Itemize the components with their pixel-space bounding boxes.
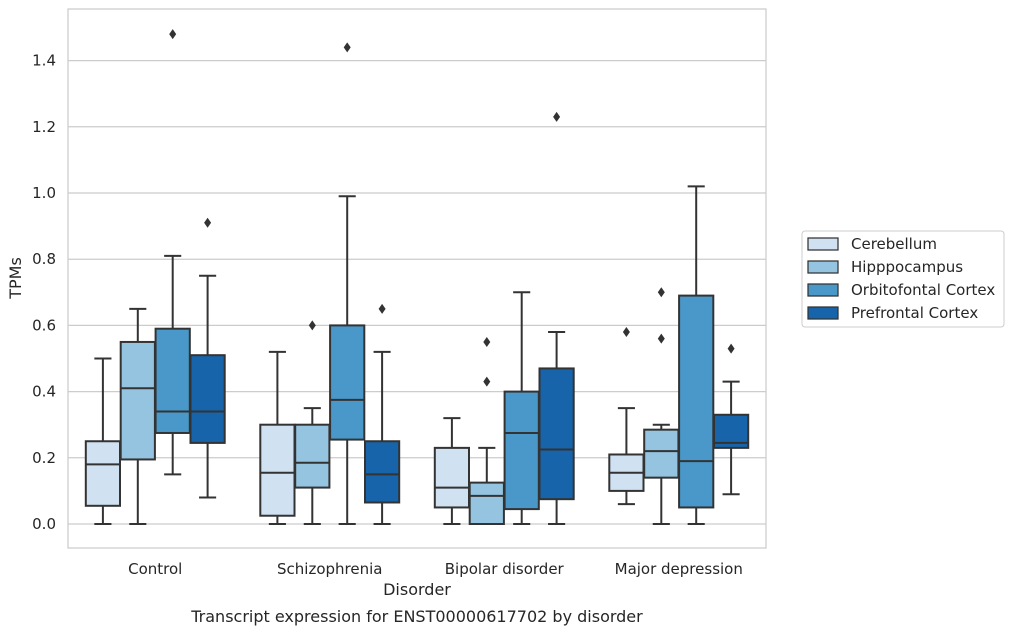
legend-swatch — [807, 260, 839, 274]
box-group — [503, 291, 540, 525]
box-body — [538, 367, 575, 501]
legend-items: Cerebellum Hipppocampus Orbitofontal Corte… — [807, 235, 995, 322]
box-group — [329, 42, 366, 525]
y-tick-label: 1.4 — [32, 52, 56, 70]
box-group — [538, 111, 575, 525]
box-group — [154, 29, 191, 476]
box-body — [678, 294, 715, 509]
box-body — [643, 428, 680, 479]
box-group — [294, 320, 331, 525]
y-tick-label: 1.0 — [32, 184, 56, 202]
x-tick-label: Bipolar disorder — [445, 560, 565, 578]
box-body — [119, 340, 156, 461]
outlier-point — [378, 303, 386, 314]
outlier-point — [204, 217, 212, 228]
box-body — [84, 440, 122, 507]
outlier-point — [308, 320, 316, 331]
outlier-point — [343, 42, 351, 53]
outlier-point — [727, 343, 735, 354]
box-group — [119, 307, 156, 525]
y-tick-label: 0.4 — [32, 383, 56, 401]
box-group — [678, 185, 715, 525]
outlier-point — [483, 336, 491, 347]
legend-label: Cerebellum — [851, 235, 937, 253]
y-axis-title: TPMs — [6, 257, 25, 300]
box-body — [189, 354, 226, 444]
legend-swatch — [807, 237, 839, 251]
box-body — [363, 440, 401, 504]
chart-caption: Transcript expression for ENST0000061770… — [190, 607, 643, 626]
outlier-point — [553, 111, 561, 122]
plot-area-frame — [67, 8, 767, 549]
outlier-point — [483, 376, 491, 387]
box-group — [643, 287, 680, 525]
box-group — [608, 327, 645, 506]
box-body — [294, 423, 331, 489]
x-tick-label: Major depression — [615, 560, 743, 578]
box-group — [189, 217, 226, 499]
box-group — [84, 357, 122, 525]
legend-label: Prefrontal Cortex — [851, 304, 978, 322]
box-body — [259, 423, 296, 517]
box-group — [433, 417, 471, 525]
legend-swatch — [807, 283, 839, 297]
x-tick-label: Control — [128, 560, 182, 578]
box-group — [712, 343, 750, 496]
legend-swatch — [807, 306, 839, 320]
y-tick-labels: 0.0 0.2 0.4 0.6 0.8 1.0 1.2 1.4 — [32, 52, 56, 533]
box-group — [363, 303, 401, 525]
outlier-point — [169, 29, 177, 40]
outlier-point — [657, 287, 665, 298]
x-tick-labels: Control Schizophrenia Bipolar disorder Majo… — [128, 560, 743, 578]
outlier-point — [622, 327, 630, 338]
legend-label: Orbitofontal Cortex — [851, 281, 995, 299]
box-group — [259, 350, 296, 525]
y-tick-label: 0.8 — [32, 250, 56, 268]
y-tick-label: 0.2 — [32, 449, 56, 467]
y-tick-label: 0.0 — [32, 515, 56, 533]
x-tick-label: Schizophrenia — [277, 560, 382, 578]
y-tick-label: 1.2 — [32, 118, 56, 136]
box-marks — [84, 29, 750, 525]
box-body — [503, 390, 540, 511]
legend: Cerebellum Hipppocampus Orbitofontal Corte… — [801, 230, 1005, 328]
box-body — [433, 446, 471, 509]
outlier-point — [657, 333, 665, 344]
legend-label: Hipppocampus — [851, 258, 963, 276]
legend-frame — [801, 230, 1005, 328]
box-group — [468, 336, 505, 525]
x-axis-title: Disorder — [383, 580, 451, 599]
y-tick-label: 0.6 — [32, 316, 56, 334]
box-body — [329, 324, 366, 441]
box-body — [468, 481, 505, 525]
box-body — [154, 327, 191, 434]
